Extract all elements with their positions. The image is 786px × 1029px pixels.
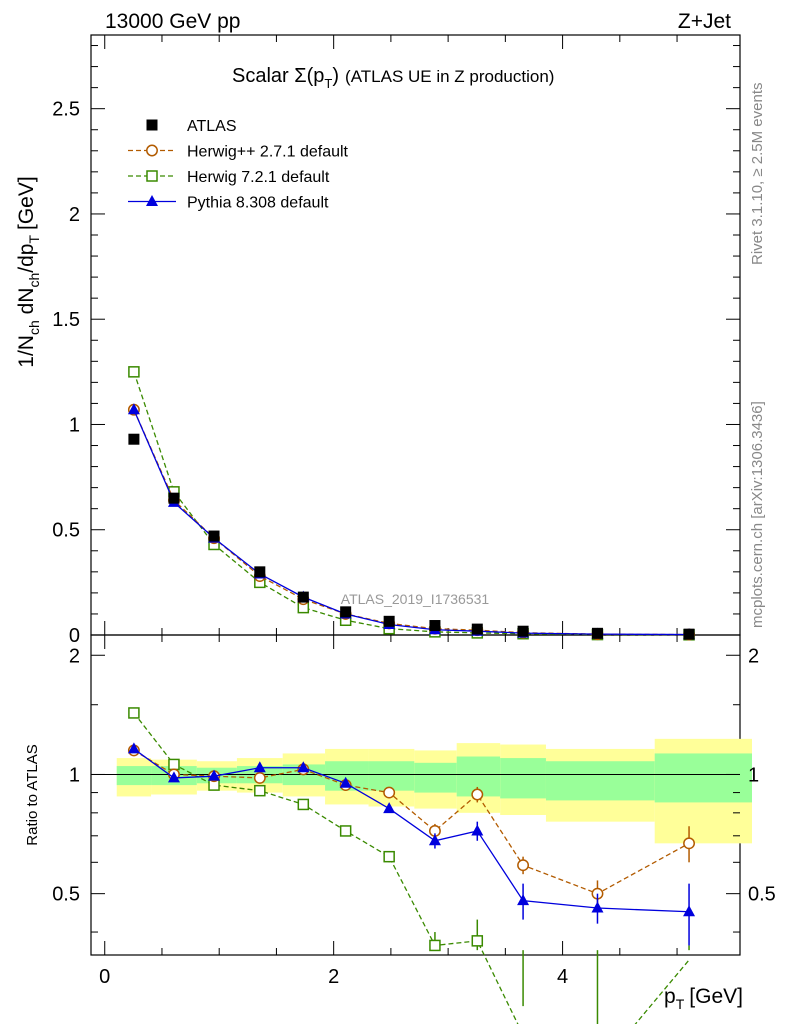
ratio-tick-label-right: 2 <box>748 645 759 667</box>
y-tick-label: 2 <box>69 204 80 226</box>
ratio-point <box>253 771 266 784</box>
legend: ATLAS Herwig++ 2.7.1 default Herwig 7.2.1 … <box>128 118 349 212</box>
ratio-point <box>127 742 140 754</box>
ratio-point <box>428 834 441 846</box>
ticks: 0 2 400.511.522.50.5 0.51 12 2 <box>52 35 776 988</box>
rivet-label: Rivet 3.1.10, ≥ 2.5M events <box>749 83 766 266</box>
data-point <box>168 492 180 504</box>
band-green <box>654 753 752 803</box>
header-right: Z+Jet <box>678 10 731 33</box>
x-axis-label: pT [GeV] <box>664 985 743 1012</box>
ratio-tick-label-right: 1 <box>748 764 759 786</box>
ratio-point <box>383 786 396 799</box>
ratio-point <box>297 761 310 773</box>
series-line <box>133 409 690 636</box>
band-green <box>116 766 152 786</box>
legend-marker <box>146 119 158 131</box>
data-point <box>208 530 220 542</box>
ratio-point <box>471 788 484 801</box>
ratio-point <box>517 859 530 872</box>
band-green <box>368 761 415 791</box>
ratio-tick-label: 1 <box>69 764 80 786</box>
ratio-tick-label: 0.5 <box>52 884 80 906</box>
y-tick-label: 1 <box>69 414 80 436</box>
ratio-point <box>591 901 604 913</box>
ratio-point <box>471 935 484 947</box>
ratio-point <box>383 802 396 814</box>
ratio-point <box>128 707 140 719</box>
ratio-tick-label-right: 0.5 <box>748 884 776 906</box>
chart-title: Scalar Σ(pT) (ATLAS UE in Z production) <box>232 65 554 91</box>
ratio-point <box>339 825 352 837</box>
data-point <box>127 403 140 415</box>
data-point <box>683 628 695 640</box>
ratio-line <box>133 748 690 913</box>
y-tick-label: 0 <box>69 625 80 647</box>
x-tick-label: 2 <box>328 966 339 988</box>
ratio-point <box>339 776 352 788</box>
x-tick-label: 4 <box>557 966 568 988</box>
data-point <box>517 625 529 637</box>
ratio-point <box>683 905 696 917</box>
data-point <box>591 627 603 639</box>
y-tick-label: 1.5 <box>52 309 80 331</box>
y-tick-label: 0.5 <box>52 520 80 542</box>
y-axis-label: 1/Nch dNch/dpT[GeV] <box>15 176 42 367</box>
band-green <box>500 758 546 799</box>
main-series <box>127 366 696 641</box>
ratio-point <box>471 824 484 836</box>
legend-marker <box>146 170 158 182</box>
ratio-point <box>208 769 221 781</box>
ratio-point <box>429 939 441 952</box>
ratio-point <box>383 850 395 863</box>
band-green <box>545 761 655 801</box>
data-point <box>383 615 395 627</box>
ratio-point <box>297 798 310 811</box>
ratio-point <box>168 758 180 771</box>
mcplots-label: mcplots.cern.ch [arXiv:1306.3436] <box>749 401 766 628</box>
data-point <box>128 433 140 445</box>
analysis-label: ATLAS_2019_I1736531 <box>341 591 490 607</box>
ratio-point <box>253 761 266 773</box>
legend-label: ATLAS <box>187 118 237 135</box>
legend-marker <box>146 195 158 206</box>
legend-marker <box>146 144 158 157</box>
legend-label: Herwig++ 2.7.1 default <box>187 144 349 161</box>
data-point <box>254 566 266 578</box>
y-tick-label: 2.5 <box>52 99 80 121</box>
x-tick-label: 0 <box>99 966 110 988</box>
ratio-point <box>517 894 530 906</box>
legend-label: Herwig 7.2.1 default <box>187 169 330 186</box>
ratio-point <box>167 771 180 783</box>
data-point <box>340 606 352 618</box>
legend-label: Pythia 8.308 default <box>187 195 329 212</box>
ratio-point <box>254 784 266 797</box>
band-green <box>414 762 457 793</box>
data-point <box>471 623 483 635</box>
data-point <box>429 620 441 632</box>
ratio-y-axis-label: Ratio to ATLAS <box>24 744 41 845</box>
data-point <box>297 591 309 603</box>
data-point <box>128 366 140 378</box>
header-left: 13000 GeV pp <box>105 10 240 33</box>
ratio-point <box>683 837 695 850</box>
ratio-tick-label: 2 <box>69 645 80 667</box>
ratio-series <box>127 707 696 1029</box>
